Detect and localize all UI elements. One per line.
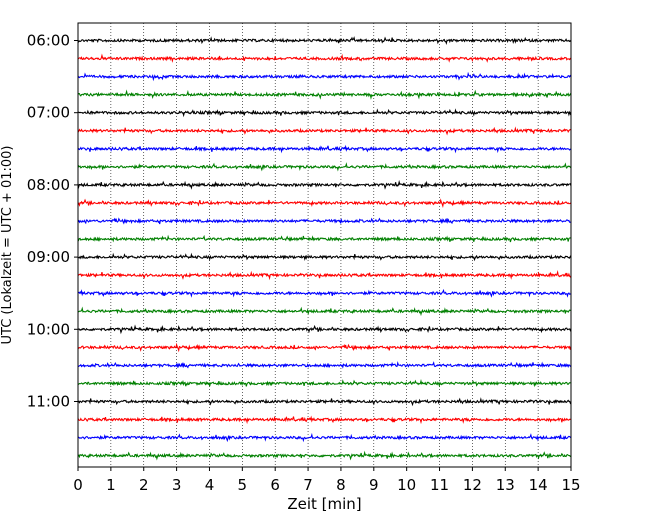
x-tick-label-14: 14 [529, 476, 548, 494]
traces [77, 36, 572, 461]
trace-1115 [77, 415, 572, 425]
x-tick-label-12: 12 [463, 476, 482, 494]
y-tick-label-09:00: 09:00 [27, 248, 70, 266]
trace-0800 [77, 179, 572, 190]
trace-0645 [77, 89, 572, 100]
trace-0845 [77, 234, 572, 243]
y-axis-label: UTC (Lokalzeit = UTC + 01:00) [0, 146, 15, 345]
trace-0730 [77, 144, 572, 154]
y-tick-label-06:00: 06:00 [27, 32, 70, 50]
trace-0700 [77, 108, 572, 118]
x-tick-label-2: 2 [139, 476, 149, 494]
x-tick-label-0: 0 [73, 476, 83, 494]
trace-1130 [77, 432, 572, 443]
x-tick-label-15: 15 [561, 476, 580, 494]
y-tick-label-10:00: 10:00 [27, 320, 70, 338]
x-axis-ticks: 0 1 2 3 4 5 6 7 8 9 10 11 12 13 14 15 [73, 467, 581, 494]
x-tick-label-1: 1 [106, 476, 116, 494]
trace-1045 [77, 379, 572, 388]
y-tick-label-08:00: 08:00 [27, 176, 70, 194]
y-tick-label-11:00: 11:00 [27, 393, 70, 411]
x-tick-label-8: 8 [336, 476, 346, 494]
trace-1100 [77, 397, 572, 407]
trace-0915 [77, 270, 572, 281]
y-axis-ticks: 06:00 07:00 08:00 09:00 10:00 11:00 [27, 32, 78, 411]
x-axis-label: Zeit [min] [287, 495, 361, 513]
x-tick-label-9: 9 [369, 476, 379, 494]
x-tick-label-5: 5 [238, 476, 248, 494]
trace-0615 [77, 53, 572, 63]
trace-1030 [77, 360, 572, 369]
trace-1000 [77, 324, 572, 335]
x-tick-label-6: 6 [270, 476, 280, 494]
trace-0715 [77, 126, 572, 136]
trace-0900 [77, 252, 572, 262]
plot-background [78, 23, 571, 467]
x-tick-label-7: 7 [303, 476, 313, 494]
trace-0945 [77, 306, 572, 317]
x-tick-label-4: 4 [205, 476, 215, 494]
x-tick-label-11: 11 [430, 476, 449, 494]
x-tick-label-3: 3 [172, 476, 182, 494]
trace-0745 [77, 162, 572, 172]
trace-0630 [77, 71, 572, 82]
trace-1015 [77, 342, 572, 353]
y-tick-label-07:00: 07:00 [27, 104, 70, 122]
trace-0815 [77, 198, 572, 209]
trace-0830 [77, 217, 572, 225]
trace-1145 [77, 450, 572, 461]
x-tick-label-10: 10 [397, 476, 416, 494]
plot-frame [77, 22, 572, 468]
trace-0600 [77, 36, 572, 45]
x-tick-label-13: 13 [496, 476, 515, 494]
trace-0930 [77, 288, 572, 298]
vertical-grid [110, 23, 539, 467]
